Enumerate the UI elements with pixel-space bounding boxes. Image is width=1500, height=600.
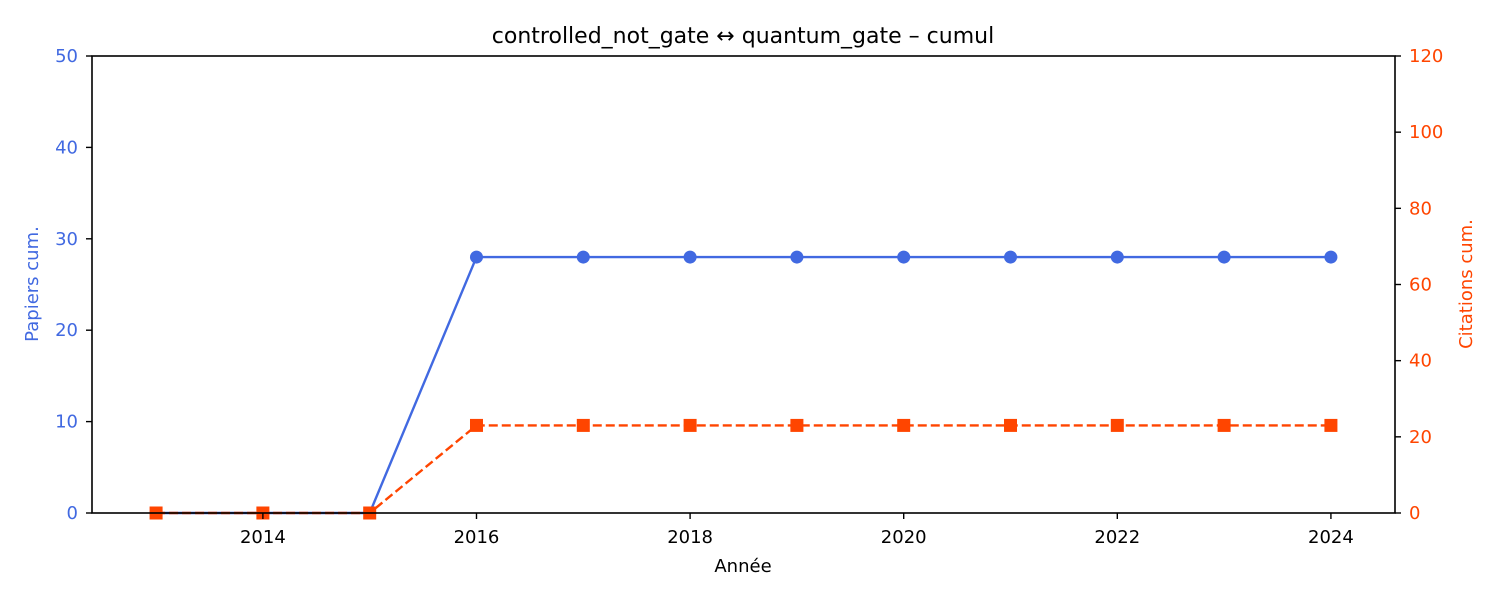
y-right-tick-label: 40 bbox=[1409, 351, 1432, 372]
series-line-right bbox=[156, 424, 1331, 515]
data-point-left bbox=[1217, 250, 1231, 264]
data-point-left bbox=[683, 250, 697, 264]
y-left-tick-label: 20 bbox=[55, 320, 78, 341]
series-line-left bbox=[156, 255, 1331, 515]
data-point-right bbox=[790, 418, 804, 432]
y-right-tick-label: 100 bbox=[1409, 122, 1443, 143]
chart-title: controlled_not_gate ↔ quantum_gate – cum… bbox=[492, 24, 994, 49]
data-point-left bbox=[1004, 250, 1018, 264]
y-left-tick-label: 40 bbox=[55, 137, 78, 158]
y-right-tick-label: 60 bbox=[1409, 275, 1432, 296]
x-tick-label: 2022 bbox=[1094, 527, 1140, 548]
x-tick-label: 2020 bbox=[881, 527, 927, 548]
data-point-right bbox=[576, 418, 590, 432]
y-axis-left-label: Papiers cum. bbox=[22, 226, 43, 342]
data-point-right bbox=[1217, 418, 1231, 432]
x-tick-label: 2018 bbox=[667, 527, 713, 548]
data-point-right bbox=[1324, 418, 1338, 432]
data-point-left bbox=[790, 250, 804, 264]
data-point-right bbox=[469, 418, 483, 432]
data-point-left bbox=[469, 250, 483, 264]
x-tick-label: 2014 bbox=[240, 527, 286, 548]
data-point-right bbox=[683, 418, 697, 432]
data-point-left bbox=[576, 250, 590, 264]
data-point-left bbox=[1110, 250, 1124, 264]
y-left-tick-label: 50 bbox=[55, 46, 78, 67]
x-axis-label: Année bbox=[714, 556, 771, 577]
plot-frame bbox=[91, 55, 1396, 514]
y-axis-right-label: Citations cum. bbox=[1456, 219, 1477, 349]
data-point-right bbox=[1110, 418, 1124, 432]
x-tick-label: 2016 bbox=[454, 527, 500, 548]
data-point-left bbox=[897, 250, 911, 264]
y-right-tick-label: 120 bbox=[1409, 46, 1443, 67]
y-left-tick-label: 30 bbox=[55, 229, 78, 250]
y-right-tick-label: 0 bbox=[1409, 503, 1420, 524]
y-right-tick-label: 80 bbox=[1409, 198, 1432, 219]
x-tick-label: 2024 bbox=[1308, 527, 1354, 548]
plot-layer bbox=[149, 250, 1338, 520]
y-right-tick-label: 20 bbox=[1409, 427, 1432, 448]
y-left-tick-label: 10 bbox=[55, 412, 78, 433]
data-point-right bbox=[1004, 418, 1018, 432]
y-left-tick-label: 0 bbox=[67, 503, 78, 524]
data-point-left bbox=[1324, 250, 1338, 264]
data-point-right bbox=[897, 418, 911, 432]
